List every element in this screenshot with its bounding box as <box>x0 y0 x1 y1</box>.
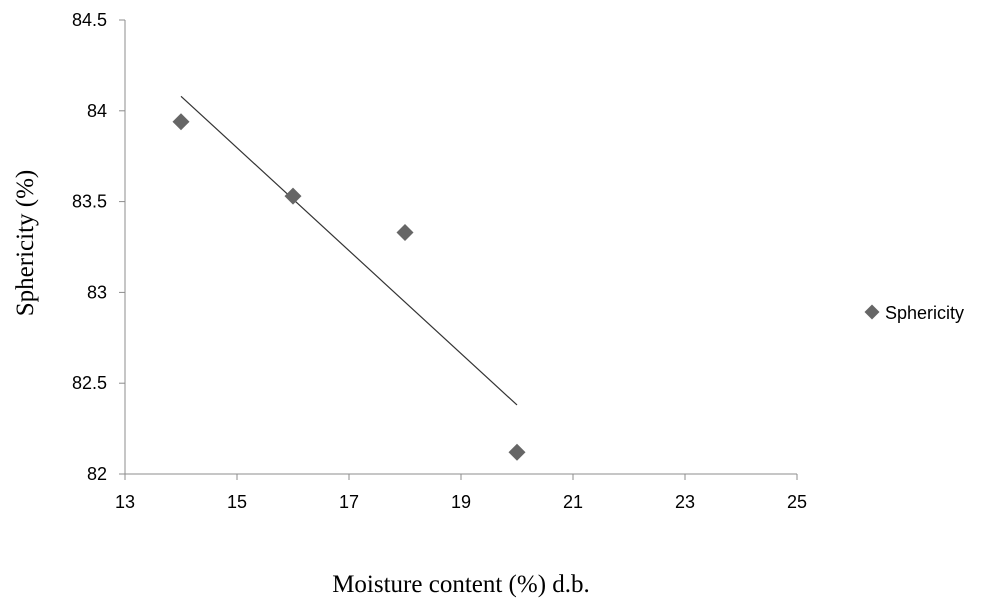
data-point <box>508 443 526 461</box>
y-tick-label: 83 <box>87 282 107 302</box>
x-tick-label: 17 <box>339 492 359 512</box>
y-tick-label: 83.5 <box>72 192 107 212</box>
y-tick-label: 82 <box>87 464 107 484</box>
data-point <box>396 223 414 241</box>
data-point <box>284 187 302 205</box>
x-tick-label: 15 <box>227 492 247 512</box>
x-axis-title: Moisture content (%) d.b. <box>332 571 590 598</box>
y-axis-title: Sphericity (%) <box>12 170 39 316</box>
y-tick-label: 84 <box>87 101 107 121</box>
legend-marker-diamond-icon <box>864 304 880 320</box>
trendline <box>180 95 518 406</box>
x-tick-label: 23 <box>675 492 695 512</box>
x-tick-label: 19 <box>451 492 471 512</box>
legend: Sphericity <box>864 303 964 323</box>
data-point <box>172 113 190 131</box>
series-layer <box>172 95 526 461</box>
legend-label: Sphericity <box>885 303 964 323</box>
x-tick-label: 21 <box>563 492 583 512</box>
y-tick-label: 82.5 <box>72 373 107 393</box>
y-tick-label: 84.5 <box>72 10 107 30</box>
x-tick-label: 25 <box>787 492 807 512</box>
x-tick-label: 13 <box>115 492 135 512</box>
x-axis: 13 15 17 19 21 23 25 <box>115 473 807 512</box>
y-axis: 82 82.5 83 83.5 84 84.5 <box>72 10 126 484</box>
